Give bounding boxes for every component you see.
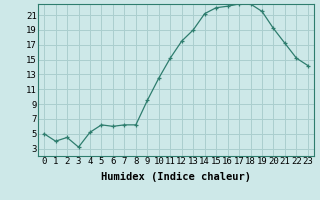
X-axis label: Humidex (Indice chaleur): Humidex (Indice chaleur) bbox=[101, 172, 251, 182]
